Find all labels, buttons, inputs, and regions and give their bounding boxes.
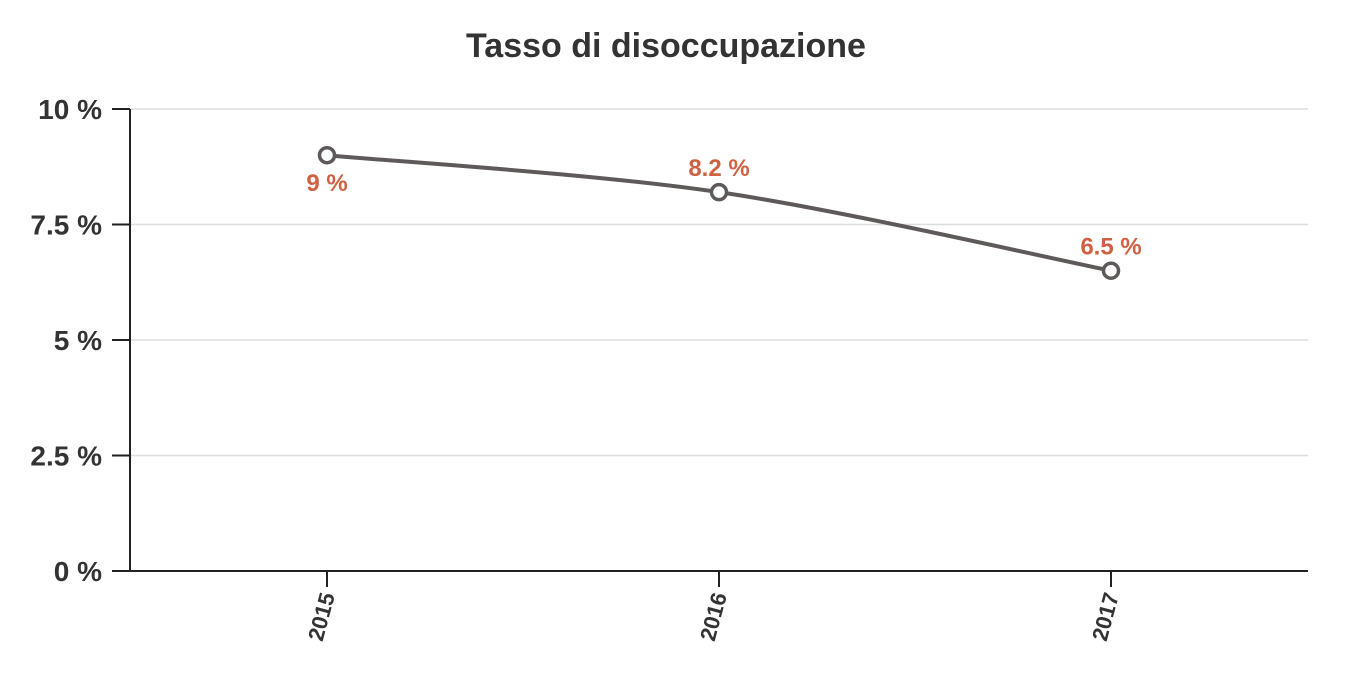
x-axis-ticks: 2015 2016 2017 <box>303 571 1124 644</box>
y-axis-ticks: 0 % 2.5 % 5 % 7.5 % 10 % <box>30 94 130 587</box>
grid-lines <box>130 108 1308 457</box>
data-label: 8.2 % <box>688 155 749 182</box>
data-label: 6.5 % <box>1080 234 1141 261</box>
x-tick-label: 2016 <box>695 590 732 644</box>
y-tick-label: 2.5 % <box>30 441 102 472</box>
y-tick-label: 5 % <box>54 325 102 356</box>
y-tick-label: 10 % <box>38 94 102 125</box>
x-tick-label: 2015 <box>303 590 340 644</box>
data-labels: 9 % 8.2 % 6.5 % <box>306 155 1141 261</box>
data-point[interactable] <box>1101 261 1121 280</box>
y-tick-label: 7.5 % <box>30 210 102 241</box>
data-point[interactable] <box>317 145 337 165</box>
series <box>317 145 1121 280</box>
data-point[interactable] <box>709 182 729 202</box>
chart-title: Tasso di disoccupazione <box>466 27 866 65</box>
data-label: 9 % <box>306 170 347 197</box>
x-tick-label: 2017 <box>1087 590 1124 644</box>
y-tick-label: 0 % <box>54 556 102 587</box>
